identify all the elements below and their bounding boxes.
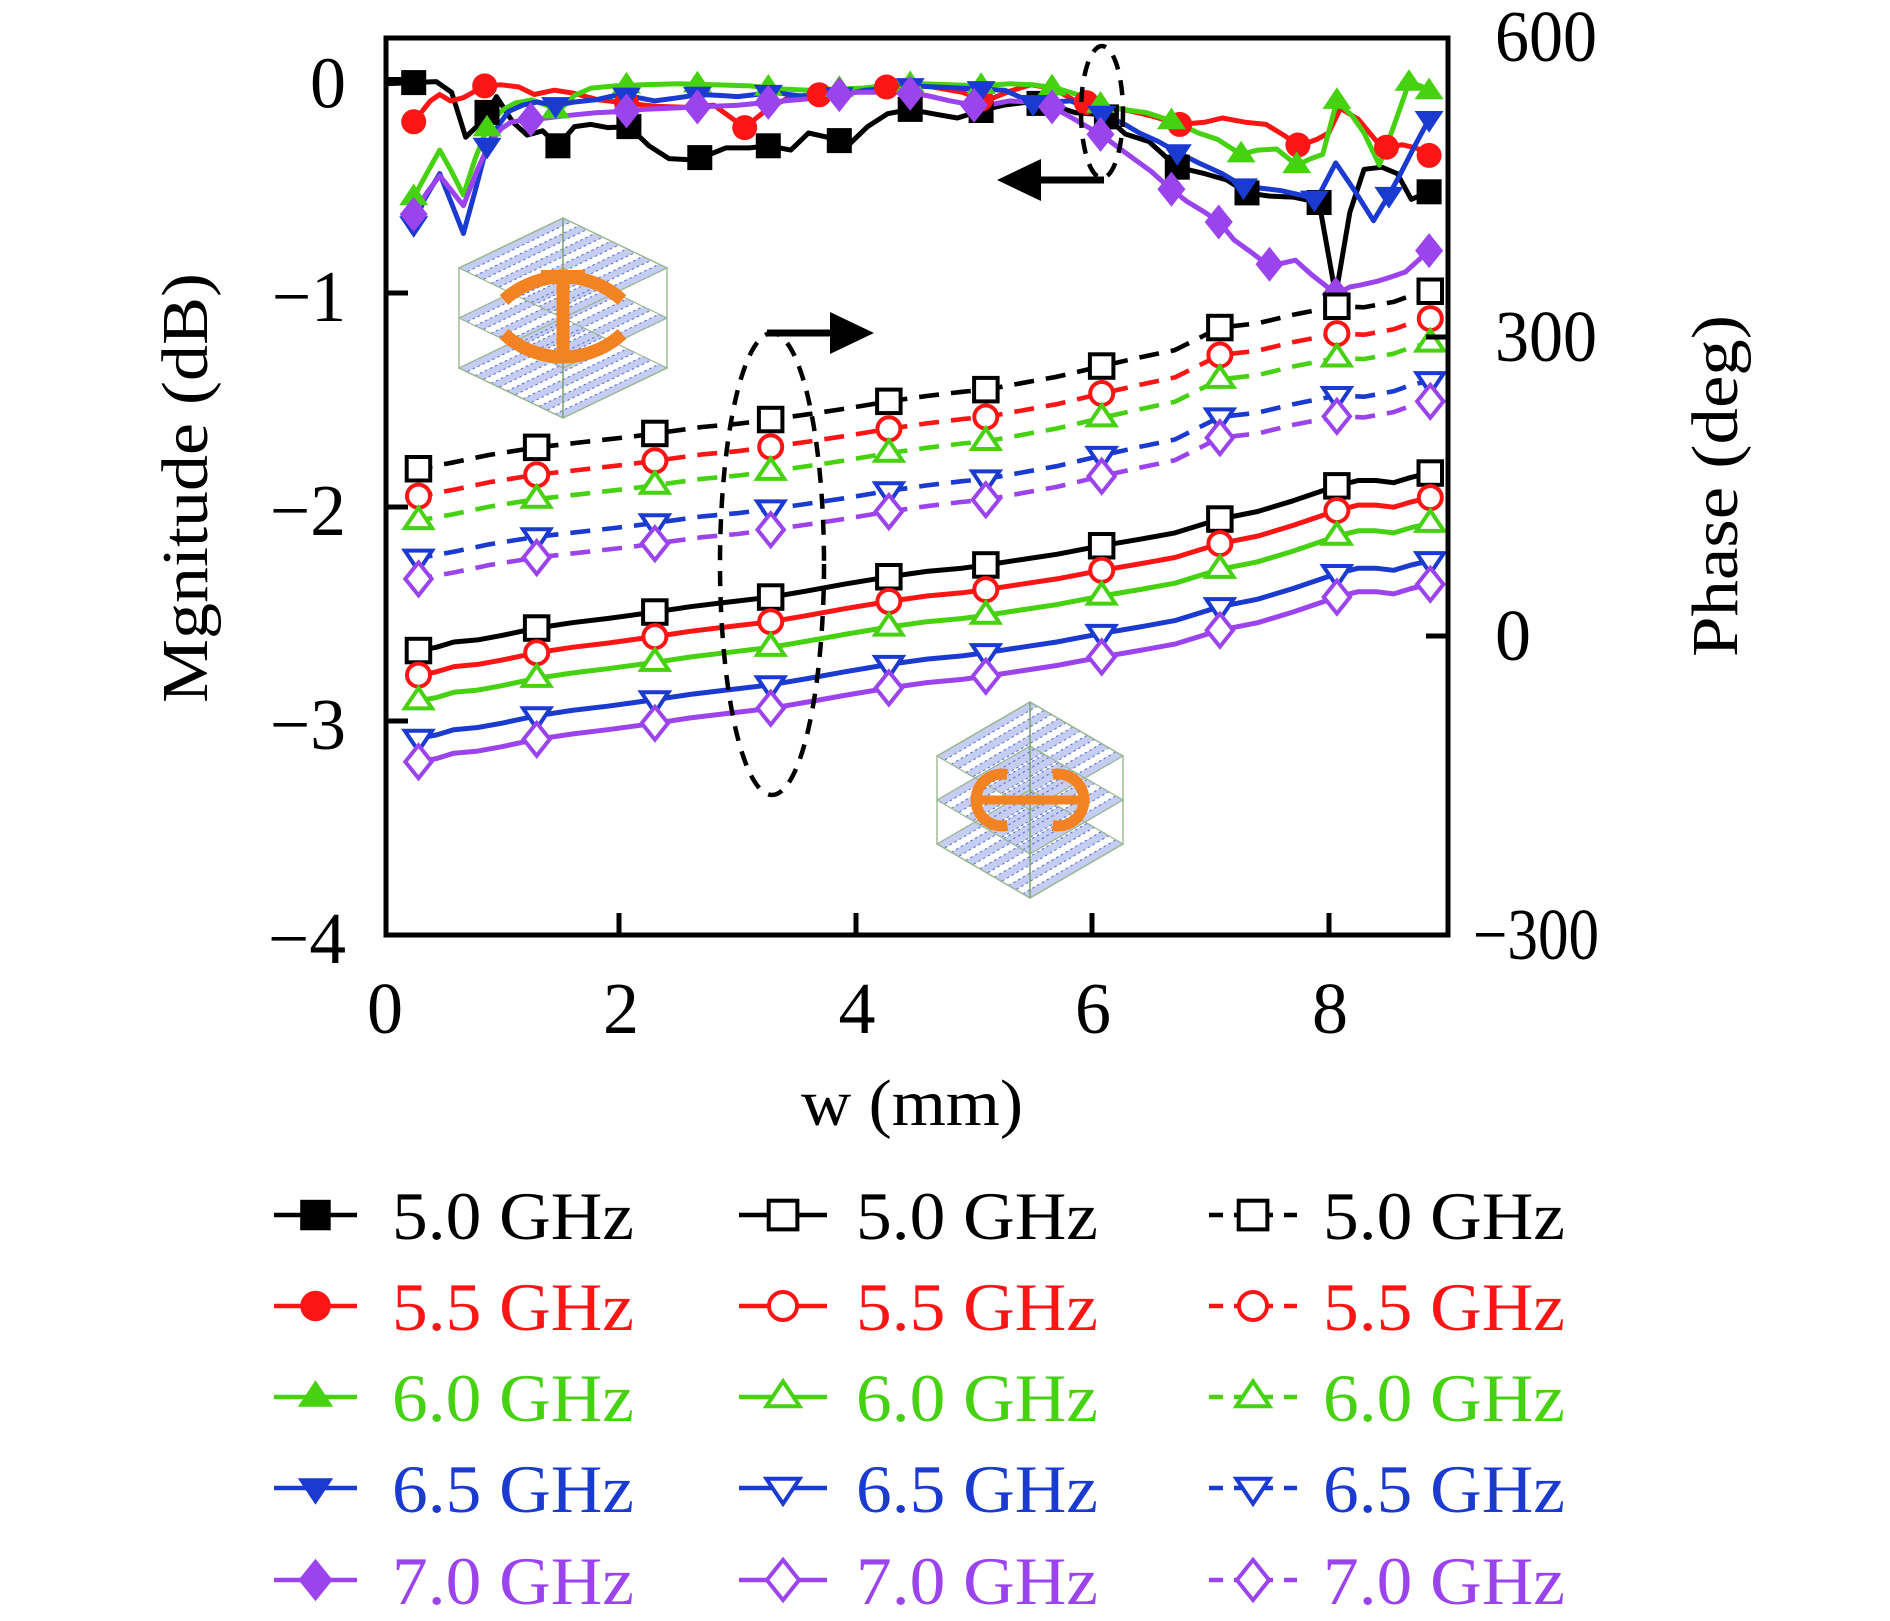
svg-text:0: 0 [1495,595,1531,676]
svg-text:4: 4 [839,968,876,1049]
svg-text:Mgnitude (dB): Mgnitude (dB) [149,273,222,703]
svg-text:5.5 GHz: 5.5 GHz [392,1269,634,1345]
svg-text:6.5 GHz: 6.5 GHz [856,1451,1098,1527]
svg-text:5.5 GHz: 5.5 GHz [856,1269,1098,1345]
svg-text:5.5 GHz: 5.5 GHz [1323,1269,1565,1345]
svg-text:−1: −1 [272,256,346,337]
svg-text:7.0 GHz: 7.0 GHz [856,1543,1098,1616]
svg-text:300: 300 [1495,296,1597,377]
svg-text:7.0 GHz: 7.0 GHz [1323,1543,1565,1616]
svg-text:−4: −4 [268,898,346,979]
svg-text:7.0 GHz: 7.0 GHz [392,1543,634,1616]
svg-text:6.0 GHz: 6.0 GHz [392,1360,634,1436]
svg-text:5.0 GHz: 5.0 GHz [856,1178,1098,1254]
svg-text:5.0 GHz: 5.0 GHz [1323,1178,1565,1254]
svg-text:6: 6 [1075,968,1111,1049]
svg-text:6.0 GHz: 6.0 GHz [1323,1360,1565,1436]
svg-text:5.0 GHz: 5.0 GHz [392,1178,634,1254]
svg-text:−3: −3 [270,684,346,765]
svg-text:−2: −2 [270,470,346,551]
svg-text:Phase (deg): Phase (deg) [1679,315,1752,657]
svg-text:2: 2 [603,968,639,1049]
svg-text:6.5 GHz: 6.5 GHz [1323,1451,1565,1527]
svg-text:0: 0 [310,43,346,124]
svg-text:8: 8 [1312,968,1348,1049]
svg-text:600: 600 [1495,0,1597,77]
svg-text:0: 0 [367,968,403,1049]
svg-text:−300: −300 [1473,894,1599,975]
svg-text:6.5 GHz: 6.5 GHz [392,1451,634,1527]
svg-text:6.0 GHz: 6.0 GHz [856,1360,1098,1436]
svg-text:w (mm): w (mm) [801,1067,1023,1140]
